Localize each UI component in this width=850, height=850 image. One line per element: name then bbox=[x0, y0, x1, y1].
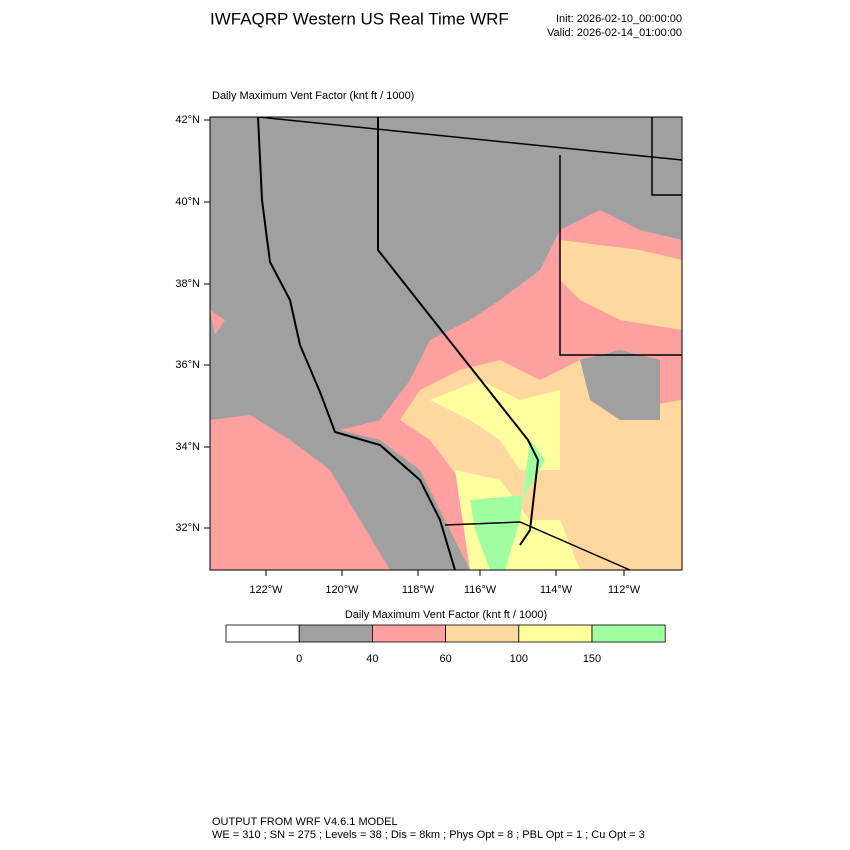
legend-swatch bbox=[225, 624, 300, 643]
legend-title: Daily Maximum Vent Factor (knt ft / 1000… bbox=[345, 609, 547, 621]
lon-label: 114°W bbox=[540, 584, 573, 596]
valid-time: Valid: 2026-02-14_01:00:00 bbox=[547, 27, 682, 39]
lat-label: 34°N bbox=[175, 441, 200, 453]
lat-label: 32°N bbox=[175, 522, 200, 534]
lat-label: 36°N bbox=[175, 359, 200, 371]
legend-label: 0 bbox=[296, 653, 302, 665]
legend-swatch bbox=[445, 624, 520, 643]
legend-swatch bbox=[298, 624, 373, 643]
lat-label: 40°N bbox=[175, 196, 200, 208]
map-title: Daily Maximum Vent Factor (knt ft / 1000… bbox=[212, 90, 414, 102]
legend-label: 60 bbox=[439, 653, 451, 665]
init-time: Init: 2026-02-10_00:00:00 bbox=[556, 13, 682, 25]
lon-label: 118°W bbox=[402, 584, 435, 596]
legend: Daily Maximum Vent Factor (knt ft / 1000… bbox=[345, 609, 547, 621]
legend-label: 150 bbox=[583, 653, 601, 665]
lon-label: 120°W bbox=[325, 584, 359, 596]
lon-label: 112°W bbox=[608, 584, 641, 596]
lat-label: 42°N bbox=[175, 114, 200, 126]
footer-line: OUTPUT FROM WRF V4.6.1 MODEL bbox=[212, 816, 398, 828]
legend-swatch bbox=[371, 624, 446, 643]
lon-label: 122°W bbox=[249, 584, 283, 596]
lat-label: 38°N bbox=[175, 278, 200, 290]
title: IWFAQRP Western US Real Time WRF bbox=[210, 9, 509, 28]
legend-swatch bbox=[591, 624, 666, 643]
legend-label: 100 bbox=[510, 653, 528, 665]
map bbox=[209, 116, 683, 571]
legend-swatch bbox=[518, 624, 593, 643]
footer-line: WE = 310 ; SN = 275 ; Levels = 38 ; Dis … bbox=[212, 829, 645, 841]
legend-label: 40 bbox=[366, 653, 378, 665]
lon-label: 116°W bbox=[464, 584, 497, 596]
